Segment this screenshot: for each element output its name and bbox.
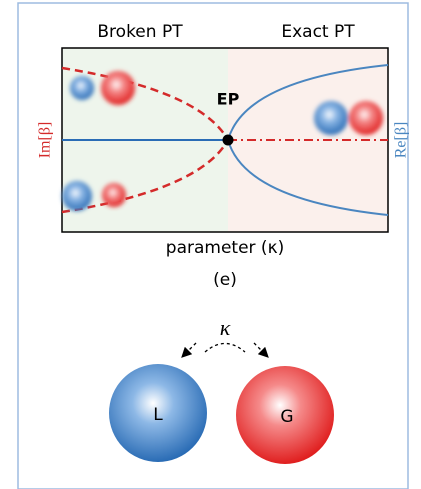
ep-label: EP [217, 90, 240, 109]
axis-label: Re[β] [393, 122, 410, 159]
axis-label: parameter (κ) [166, 238, 284, 258]
figure: Broken PT Exact PT EP Im[β] Re[β] parame… [0, 0, 421, 489]
coupling-arrow [254, 343, 267, 356]
coupling-arrow [183, 343, 196, 356]
node-label: G [280, 407, 293, 427]
node-label: L [153, 405, 163, 425]
region-label: Exact PT [281, 22, 355, 42]
ep-point [223, 135, 234, 146]
axis-label: Im[β] [37, 122, 54, 159]
page: {"panel":{"left_region":"Broken PT","rig… [0, 0, 421, 489]
caption: (e) [213, 270, 237, 290]
coupling-label: κ [220, 315, 231, 340]
region-label: Broken PT [97, 22, 183, 42]
coupling-arrow [205, 344, 245, 353]
